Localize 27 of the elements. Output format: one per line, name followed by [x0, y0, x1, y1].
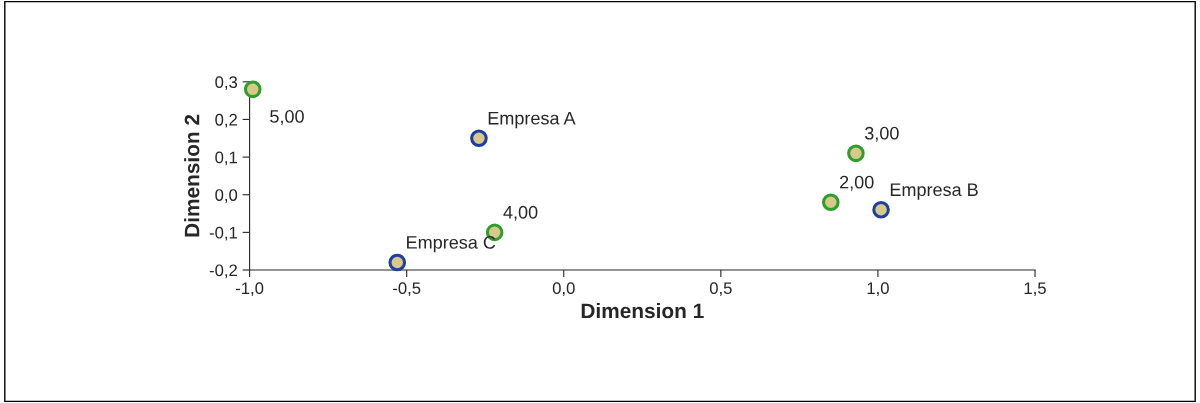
x-tick-label: 1,0 — [867, 282, 889, 297]
annotation: Empresa C — [407, 235, 496, 253]
y-tick-label: -0,2 — [209, 264, 237, 279]
point — [388, 253, 407, 272]
y-tick-label: 0,3 — [215, 76, 238, 90]
annotation: 4,00 — [503, 205, 538, 221]
annotation: 2,00 — [840, 175, 874, 191]
point — [243, 80, 262, 99]
annotation: Empresa B — [890, 183, 978, 200]
y-tick-label: -0,1 — [209, 226, 237, 241]
annotation: 3,00 — [864, 126, 899, 142]
point — [821, 193, 840, 212]
x-tick-label: 0,5 — [709, 282, 732, 297]
annotation: Empresa A — [488, 111, 576, 129]
x-tick-label: -1,0 — [235, 282, 264, 297]
y-tick-label: 0,2 — [215, 113, 237, 128]
y-tick-label: 0,0 — [215, 189, 238, 203]
point — [470, 129, 488, 148]
annotation: 5,00 — [270, 110, 304, 125]
x-axis-title: Dimension 1 — [581, 302, 704, 319]
x-tick-label: 0,0 — [552, 282, 575, 297]
y-axis-title: Dimension 2 — [184, 114, 200, 237]
point — [872, 200, 890, 219]
x-tick-label: -0,5 — [393, 282, 421, 297]
x-tick-label: 1,5 — [1024, 282, 1046, 297]
y-tick-label: 0,1 — [215, 151, 237, 166]
point — [847, 144, 865, 163]
